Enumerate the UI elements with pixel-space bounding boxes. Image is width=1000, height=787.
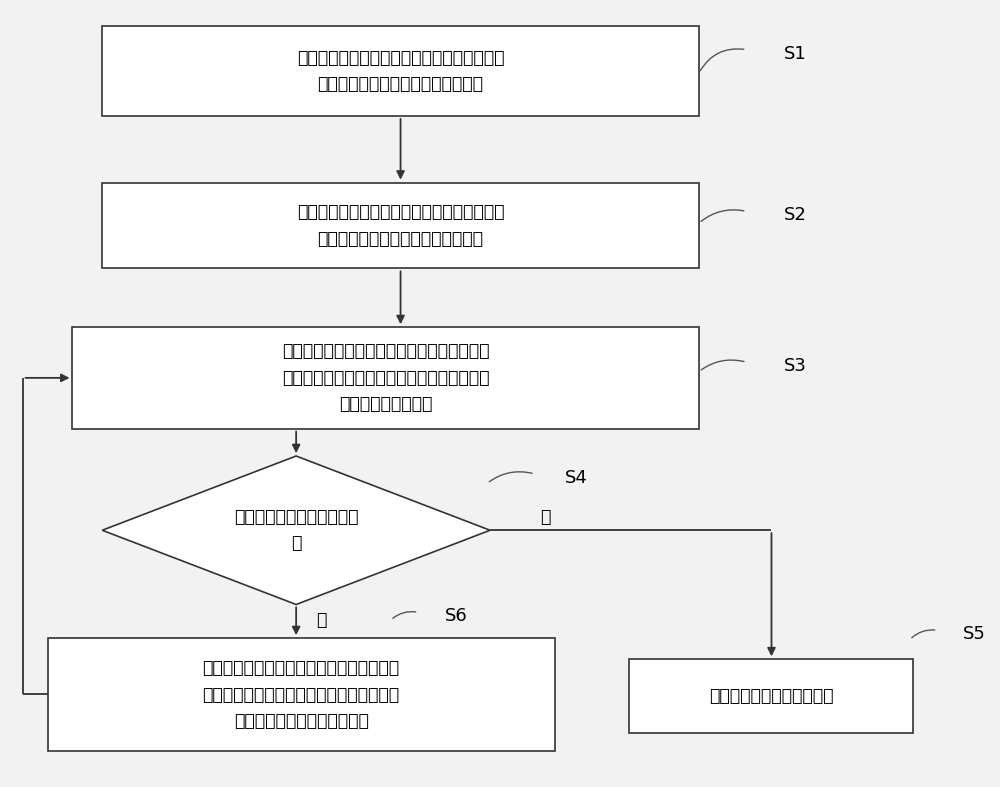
Text: 根据原始的训练数据集构建一个与机械设备的
当前状态相对应的高斯过程回归模型: 根据原始的训练数据集构建一个与机械设备的 当前状态相对应的高斯过程回归模型	[297, 203, 504, 248]
FancyBboxPatch shape	[72, 327, 699, 429]
Text: 否: 否	[316, 611, 326, 629]
Polygon shape	[102, 456, 490, 604]
Text: 将获得的预测值纳入训练数据集内形成新的
训练数据集并根据新的训练数据集优化或重
新生成新的高斯过程回归模型: 将获得的预测值纳入训练数据集内形成新的 训练数据集并根据新的训练数据集优化或重 …	[203, 660, 400, 730]
FancyBboxPatch shape	[102, 183, 699, 268]
Text: S3: S3	[783, 357, 806, 375]
Text: 根据获得的高斯过程回归模型对表征机械设备
运行状态的特征值进行预测，得到与剩余使用
寿命相对应的预测值: 根据获得的高斯过程回归模型对表征机械设备 运行状态的特征值进行预测，得到与剩余使…	[282, 342, 489, 413]
Text: S5: S5	[962, 625, 985, 643]
Text: 获取机械设备的历史数据和当前数据，形成高
斯过程回归模型的原始的训练数据集: 获取机械设备的历史数据和当前数据，形成高 斯过程回归模型的原始的训练数据集	[297, 49, 504, 94]
Text: S1: S1	[783, 45, 806, 63]
FancyBboxPatch shape	[48, 638, 555, 752]
Text: 判断预测值是否超过设定阈
值: 判断预测值是否超过设定阈 值	[234, 508, 358, 552]
Text: S2: S2	[783, 206, 806, 224]
Text: S6: S6	[445, 608, 468, 625]
Text: S4: S4	[565, 469, 588, 487]
FancyBboxPatch shape	[629, 660, 913, 733]
Text: 计算得到当前剩余使用寿命: 计算得到当前剩余使用寿命	[709, 687, 833, 705]
FancyBboxPatch shape	[102, 26, 699, 116]
Text: 是: 是	[540, 508, 550, 526]
